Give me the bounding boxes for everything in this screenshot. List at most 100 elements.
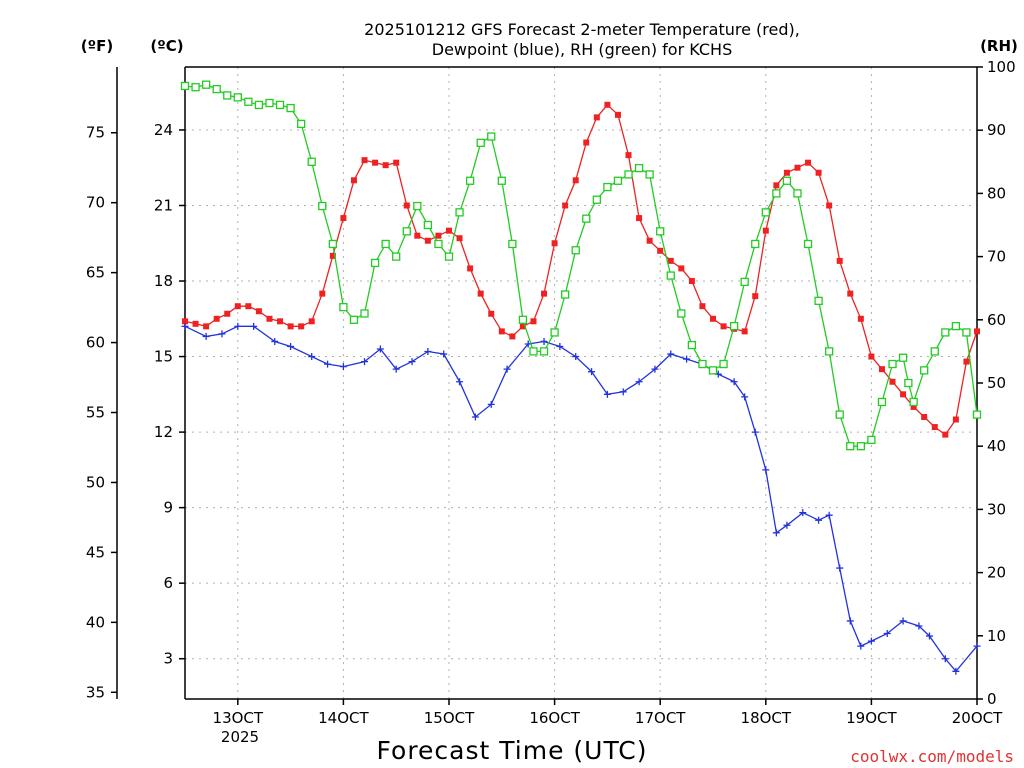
rh-point	[666, 271, 675, 280]
temperature-point	[794, 164, 801, 171]
x-tick-label: 17OCT	[635, 709, 686, 727]
dewpoint-point	[456, 378, 464, 386]
temperature-point	[234, 303, 241, 310]
dewpoint-point	[308, 353, 316, 361]
fahrenheit-tick-label: 70	[86, 194, 105, 212]
axes: 13OCT 14OCT 15OCT 16OCT 17OCT 18OCT 19OCT 20OCT…	[86, 58, 1016, 727]
dewpoint-point	[651, 365, 659, 373]
rh-point	[814, 296, 823, 305]
dewpoint-point	[730, 378, 738, 386]
temperature-point	[657, 247, 664, 254]
rh-point	[904, 378, 913, 388]
dewpoint-point	[973, 642, 981, 650]
rh-point	[782, 176, 792, 185]
temperature-point	[477, 290, 484, 297]
rh-point	[392, 252, 401, 261]
temperature-point	[646, 237, 653, 244]
rh-point	[244, 97, 253, 106]
celsius-tick-label: 3	[163, 650, 173, 668]
temperature-point	[277, 318, 284, 325]
temperature-point	[382, 162, 389, 169]
rh-point	[624, 170, 633, 179]
rh-point	[518, 315, 528, 324]
rh-point	[856, 442, 865, 451]
temperature-point	[572, 177, 579, 184]
temperature-point	[287, 323, 294, 330]
temperature-point	[403, 202, 410, 209]
celsius-unit-label: (ºC)	[150, 37, 183, 55]
rh-point	[571, 246, 580, 255]
temperature-point	[414, 232, 421, 239]
dewpoint-point	[392, 365, 400, 373]
temperature-point	[931, 424, 938, 431]
temperature-point	[604, 101, 611, 108]
rh-point	[803, 239, 813, 249]
credit-link[interactable]: coolwx.com/models	[850, 747, 1014, 766]
dewpoint-point	[503, 365, 511, 373]
rh-tick-label: 80	[987, 184, 1006, 202]
dewpoint-point	[471, 413, 479, 421]
temperature-point	[942, 431, 949, 438]
dewpoint-point	[619, 388, 627, 396]
rh-point	[962, 328, 971, 337]
rh-tick-label: 90	[987, 121, 1006, 139]
rh-line	[184, 84, 978, 447]
dewpoint-point	[540, 337, 548, 345]
dewpoint-point	[376, 345, 384, 353]
dewpoint-point	[952, 667, 960, 675]
dewpoint-line	[184, 325, 978, 673]
dewpoint-point	[683, 355, 691, 363]
celsius-tick-label: 15	[154, 348, 173, 366]
temperature-point	[361, 157, 368, 164]
fahrenheit-tick-label: 60	[86, 334, 105, 352]
temperature-point	[921, 413, 928, 420]
rh-point	[846, 442, 855, 451]
rh-point	[297, 119, 306, 129]
rh-point	[508, 239, 517, 249]
temperature-point	[424, 237, 431, 244]
dewpoint-point	[408, 358, 416, 366]
temperature-point	[192, 320, 199, 327]
temperature-point	[752, 293, 759, 300]
dewpoint-point	[271, 337, 279, 345]
temperature-point	[266, 315, 273, 322]
rh-point	[941, 328, 950, 337]
temperature-point	[350, 177, 357, 184]
fahrenheit-tick-label: 50	[86, 473, 105, 491]
rh-point	[413, 201, 422, 211]
rh-point	[634, 163, 644, 173]
dewpoint-point	[218, 330, 226, 338]
temperature-point	[710, 315, 716, 322]
rh-point	[793, 189, 802, 198]
rh-point	[265, 98, 274, 108]
dewpoint-point	[202, 332, 210, 340]
temperature-point	[509, 333, 516, 340]
dewpoint-point	[751, 428, 759, 436]
rh-point	[349, 315, 359, 324]
rh-point	[423, 220, 433, 230]
rh-point	[592, 195, 601, 204]
rh-point	[972, 410, 982, 419]
temperature-point	[393, 159, 400, 166]
x-year-label: 2025	[221, 728, 259, 746]
temperature-point	[340, 215, 347, 222]
rh-tick-label: 30	[987, 500, 1006, 518]
rh-point	[339, 303, 348, 312]
celsius-tick-label: 21	[154, 196, 173, 214]
dewpoint-point	[899, 617, 907, 625]
rh-point	[497, 176, 506, 185]
temperature-point	[720, 323, 727, 330]
dewpoint-point	[324, 360, 332, 368]
dewpoint-point	[556, 342, 564, 350]
dewpoint-point	[741, 393, 749, 401]
temperature-point	[255, 308, 262, 315]
rh-point	[444, 252, 454, 261]
celsius-tick-label: 12	[154, 423, 173, 441]
rh-point	[909, 397, 918, 407]
temperature-point	[541, 290, 548, 297]
rh-point	[455, 208, 464, 217]
rh-point	[877, 397, 887, 407]
celsius-tick-label: 9	[163, 499, 173, 517]
rh-point	[550, 328, 559, 337]
temperature-point	[593, 114, 600, 121]
